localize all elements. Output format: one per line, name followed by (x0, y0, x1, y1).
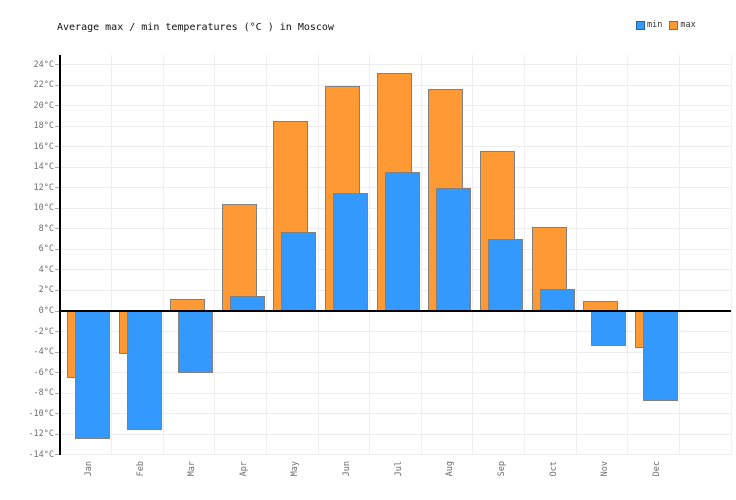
zero-axis-line (60, 310, 731, 312)
v-gridline (627, 55, 629, 455)
y-axis-label: 4°C (38, 264, 54, 275)
y-axis-label: 20°C (33, 100, 54, 111)
h-gridline (60, 454, 731, 456)
h-gridline (60, 64, 731, 66)
y-axis-label: 2°C (38, 285, 54, 296)
bar-min-sep (487, 239, 523, 311)
y-tick-mark (55, 310, 60, 312)
v-gridline (369, 55, 371, 455)
min-color-swatch (636, 20, 645, 30)
y-axis-label: -6°C (33, 367, 54, 378)
y-axis-label: 12°C (33, 182, 54, 193)
h-gridline (60, 351, 731, 353)
y-axis-label: 0°C (38, 306, 54, 316)
chart-title: Average max / min temperatures (°C ) in … (57, 22, 334, 33)
v-gridline (214, 55, 216, 455)
x-axis-label-feb: Feb (135, 461, 146, 477)
x-axis-label-jul: Jul (393, 461, 404, 477)
x-axis-label-may: May (290, 461, 301, 477)
bar-min-nov (591, 311, 627, 346)
y-tick-mark (55, 64, 60, 66)
x-axis-label-sep: Sep (496, 461, 507, 477)
y-axis-label: 22°C (33, 80, 54, 91)
v-gridline (265, 55, 267, 455)
y-tick-mark (55, 105, 60, 107)
bar-min-mar (178, 311, 214, 373)
max-color-swatch (669, 20, 679, 30)
v-gridline (420, 55, 422, 455)
y-tick-mark (55, 289, 60, 291)
x-axis-label-aug: Aug (445, 461, 456, 477)
bar-min-dec (642, 311, 678, 402)
y-tick-mark (55, 166, 60, 168)
h-gridline (60, 413, 731, 415)
y-axis-label: 18°C (33, 121, 54, 132)
legend-label-min: min (647, 20, 663, 30)
y-tick-mark (55, 125, 60, 127)
y-tick-mark (55, 207, 60, 209)
y-axis-line (59, 55, 61, 455)
bar-min-aug (436, 187, 472, 311)
x-axis-label-oct: Oct (548, 461, 559, 477)
bar-min-oct (539, 289, 575, 311)
y-tick-mark (55, 248, 60, 250)
bar-min-may (281, 231, 317, 311)
x-axis-label-nov: Nov (600, 461, 611, 477)
v-gridline (317, 55, 319, 455)
v-gridline (162, 55, 164, 455)
v-gridline (111, 55, 113, 455)
y-axis-label: -8°C (33, 388, 54, 399)
y-axis-label: -2°C (33, 326, 54, 337)
v-gridline (524, 55, 526, 455)
y-axis-label: -14°C (28, 449, 54, 460)
y-tick-mark (55, 331, 60, 333)
v-gridline (575, 55, 577, 455)
bar-max-apr (221, 204, 257, 311)
y-tick-mark (55, 454, 60, 456)
bar-min-apr (229, 295, 265, 311)
y-axis-label: 6°C (38, 244, 54, 255)
legend-label-max: max (680, 20, 696, 30)
x-axis-label-mar: Mar (187, 461, 198, 477)
y-axis-label: 8°C (38, 223, 54, 234)
x-axis-label-dec: Dec (651, 461, 662, 477)
x-axis-label-apr: Apr (238, 461, 249, 477)
y-tick-mark (55, 269, 60, 271)
x-axis-label-jan: Jan (84, 461, 94, 477)
y-axis-label: -4°C (33, 347, 54, 358)
y-tick-mark (55, 187, 60, 189)
y-axis-label: 14°C (33, 162, 54, 173)
y-axis-label: 16°C (33, 141, 54, 152)
bar-min-jan (75, 311, 110, 440)
v-gridline (730, 55, 732, 455)
chart-legend: min max (636, 20, 696, 30)
v-gridline (678, 55, 680, 455)
h-gridline (60, 433, 731, 435)
legend-item-min: min (636, 20, 662, 30)
y-axis-label: 10°C (33, 203, 54, 214)
y-tick-mark (55, 351, 60, 353)
y-axis-label: -10°C (28, 408, 54, 419)
legend-item-max: max (669, 20, 696, 30)
h-gridline (60, 372, 731, 374)
y-tick-mark (55, 84, 60, 86)
bar-min-jul (384, 172, 420, 311)
h-gridline (60, 392, 731, 394)
x-axis-label-jun: Jun (342, 461, 353, 477)
y-axis-label: 24°C (33, 59, 54, 70)
bar-min-feb (126, 311, 162, 431)
y-tick-mark (55, 228, 60, 230)
h-gridline (60, 331, 731, 333)
y-tick-mark (55, 433, 60, 435)
y-axis-label: -12°C (28, 429, 54, 440)
y-tick-mark (55, 413, 60, 415)
v-gridline (472, 55, 474, 455)
y-tick-mark (55, 372, 60, 374)
y-tick-mark (55, 146, 60, 148)
bar-min-jun (333, 192, 369, 311)
y-tick-mark (55, 392, 60, 394)
